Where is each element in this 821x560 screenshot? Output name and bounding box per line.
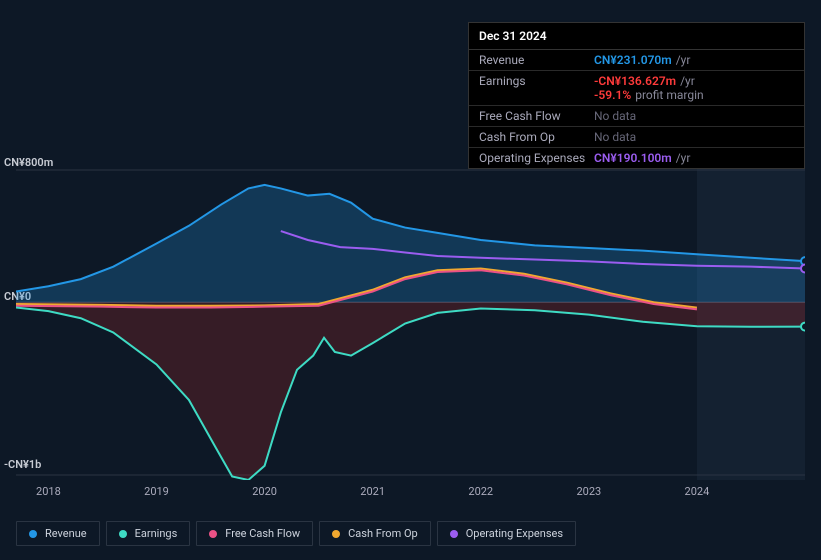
legend-label: Free Cash Flow: [225, 527, 300, 540]
legend-label: Cash From Op: [348, 527, 418, 540]
tooltip-date: Dec 31 2024: [469, 23, 804, 50]
tooltip-row: RevenueCN¥231.070m/yr: [469, 50, 804, 71]
tooltip-value: CN¥231.070m/yr: [594, 53, 794, 67]
x-tick: 2019: [144, 485, 169, 498]
tooltip-value: -CN¥136.627m/yr-59.1%profit margin: [594, 74, 794, 102]
legend-dot-icon: [450, 530, 458, 538]
x-tick: 2024: [685, 485, 710, 498]
tooltip-value: No data: [594, 109, 794, 123]
legend-dot-icon: [119, 530, 127, 538]
legend-label: Earnings: [135, 527, 178, 540]
legend-label: Operating Expenses: [466, 527, 563, 540]
tooltip-row: Free Cash FlowNo data: [469, 106, 804, 127]
tooltip-panel: Dec 31 2024 RevenueCN¥231.070m/yrEarning…: [468, 22, 805, 169]
x-tick: 2021: [360, 485, 385, 498]
legend-item-fcf[interactable]: Free Cash Flow: [196, 521, 313, 546]
legend-item-opex[interactable]: Operating Expenses: [437, 521, 576, 546]
x-tick: 2018: [36, 485, 61, 498]
chart-container: Dec 31 2024 RevenueCN¥231.070m/yrEarning…: [0, 0, 821, 560]
tooltip-label: Earnings: [479, 74, 594, 102]
tooltip-label: Free Cash Flow: [479, 109, 594, 123]
tooltip-row: Cash From OpNo data: [469, 127, 804, 148]
plot-area[interactable]: [16, 160, 805, 480]
x-tick: 2020: [252, 485, 277, 498]
x-tick: 2023: [576, 485, 601, 498]
legend-item-cfo[interactable]: Cash From Op: [319, 521, 431, 546]
tooltip-row: Earnings-CN¥136.627m/yr-59.1%profit marg…: [469, 71, 804, 106]
legend: Revenue Earnings Free Cash Flow Cash From O…: [16, 521, 576, 546]
x-axis: 2018 2019 2020 2021 2022 2023 2024: [16, 485, 805, 505]
tooltip-value: CN¥190.100m/yr: [594, 151, 794, 165]
legend-label: Revenue: [45, 527, 87, 540]
legend-dot-icon: [209, 530, 217, 538]
legend-item-revenue[interactable]: Revenue: [16, 521, 100, 546]
chart-svg: [16, 160, 805, 480]
tooltip-row: Operating ExpensesCN¥190.100m/yr: [469, 148, 804, 168]
tooltip-label: Cash From Op: [479, 130, 594, 144]
tooltip-rows: RevenueCN¥231.070m/yrEarnings-CN¥136.627…: [469, 50, 804, 168]
tooltip-value: No data: [594, 130, 794, 144]
legend-dot-icon: [332, 530, 340, 538]
legend-dot-icon: [29, 530, 37, 538]
x-tick: 2022: [468, 485, 493, 498]
tooltip-label: Revenue: [479, 53, 594, 67]
tooltip-label: Operating Expenses: [479, 151, 594, 165]
legend-item-earnings[interactable]: Earnings: [106, 521, 191, 546]
